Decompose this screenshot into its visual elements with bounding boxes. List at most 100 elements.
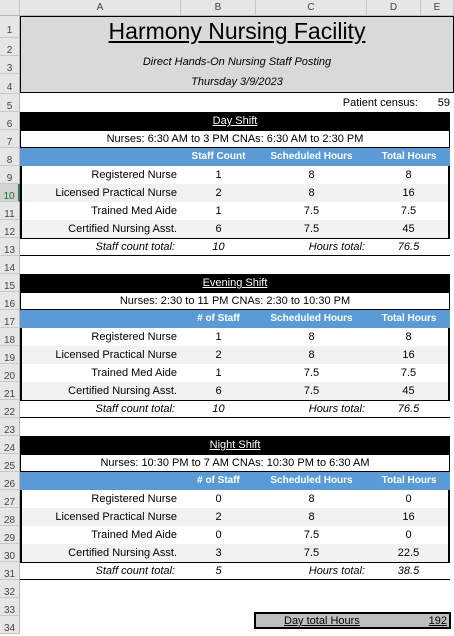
col-label-scheduled[interactable]: Scheduled Hours	[270, 313, 353, 324]
hours-total-label[interactable]: Hours total:	[308, 403, 365, 415]
row-header[interactable]: 30	[0, 544, 20, 562]
total-hours[interactable]: 16	[402, 511, 415, 523]
staff-count[interactable]: 1	[215, 331, 222, 343]
row-header[interactable]: 22	[0, 400, 20, 418]
row-header[interactable]: 34	[0, 616, 20, 634]
row-header[interactable]: 33	[0, 598, 20, 616]
posting-subtitle[interactable]: Direct Hands-On Nursing Staff Posting	[142, 56, 332, 68]
staff-total-value[interactable]: 10	[212, 403, 225, 415]
row-header[interactable]: 12	[0, 220, 20, 238]
scheduled-hours[interactable]: 7.5	[303, 205, 320, 217]
row-header[interactable]: 27	[0, 490, 20, 508]
staff-count[interactable]: 2	[215, 187, 222, 199]
staff-count[interactable]: 3	[215, 547, 222, 559]
row-header[interactable]: 6	[0, 112, 20, 130]
hours-total-value[interactable]: 76.5	[397, 241, 420, 253]
role-name[interactable]: Trained Med Aide	[91, 529, 177, 541]
shift-times[interactable]: Nurses: 2:30 to 11 PM CNAs: 2:30 to 10:3…	[20, 292, 450, 310]
staff-total-value[interactable]: 5	[215, 565, 222, 577]
row-header[interactable]: 26	[0, 472, 20, 490]
total-hours[interactable]: 22.5	[397, 547, 420, 559]
col-label-total[interactable]: Total Hours	[381, 475, 437, 486]
role-name[interactable]: Registered Nurse	[91, 331, 177, 343]
row-header[interactable]: 2	[0, 38, 20, 56]
row-header[interactable]: 8	[0, 148, 20, 166]
scheduled-hours[interactable]: 7.5	[303, 385, 320, 397]
column-header-b[interactable]: B	[181, 0, 256, 16]
staff-total-label[interactable]: Staff count total:	[95, 565, 176, 577]
role-name[interactable]: Licensed Practical Nurse	[55, 349, 177, 361]
hours-total-value[interactable]: 38.5	[397, 565, 420, 577]
staff-count[interactable]: 0	[215, 529, 222, 541]
row-header[interactable]: 5	[0, 94, 20, 112]
total-hours[interactable]: 16	[402, 187, 415, 199]
staff-count[interactable]: 6	[215, 385, 222, 397]
column-header-a[interactable]: A	[20, 0, 181, 16]
row-header[interactable]: 7	[0, 130, 20, 148]
shift-title[interactable]: Night Shift	[20, 436, 450, 454]
row-header[interactable]: 31	[0, 562, 20, 580]
role-name[interactable]: Registered Nurse	[91, 169, 177, 181]
role-name[interactable]: Trained Med Aide	[91, 367, 177, 379]
staff-total-label[interactable]: Staff count total:	[95, 241, 176, 253]
row-header[interactable]: 9	[0, 166, 20, 184]
row-header[interactable]: 3	[0, 56, 20, 74]
patient-census-label[interactable]: Patient census:	[342, 97, 418, 109]
scheduled-hours[interactable]: 7.5	[303, 223, 320, 235]
scheduled-hours[interactable]: 7.5	[303, 547, 320, 559]
total-hours[interactable]: 45	[402, 223, 415, 235]
staff-count[interactable]: 0	[215, 493, 222, 505]
col-label-staff[interactable]: Staff Count	[191, 151, 246, 162]
row-header[interactable]: 14	[0, 256, 20, 274]
col-label-scheduled[interactable]: Scheduled Hours	[270, 475, 353, 486]
staff-count[interactable]: 2	[215, 349, 222, 361]
row-header[interactable]: 18	[0, 328, 20, 346]
row-header[interactable]: 1	[0, 16, 20, 38]
row-header[interactable]: 19	[0, 346, 20, 364]
day-total-label[interactable]: Day total Hours	[284, 615, 360, 627]
scheduled-hours[interactable]: 8	[308, 511, 315, 523]
col-label-total[interactable]: Total Hours	[381, 313, 437, 324]
day-total-value[interactable]: 192	[428, 615, 447, 627]
scheduled-hours[interactable]: 8	[308, 187, 315, 199]
column-header-e[interactable]: E	[421, 0, 454, 16]
role-name[interactable]: Trained Med Aide	[91, 205, 177, 217]
role-name[interactable]: Registered Nurse	[91, 493, 177, 505]
posting-date[interactable]: Thursday 3/9/2023	[191, 76, 283, 88]
scheduled-hours[interactable]: 8	[308, 331, 315, 343]
total-hours[interactable]: 16	[402, 349, 415, 361]
role-name[interactable]: Licensed Practical Nurse	[55, 511, 177, 523]
staff-count[interactable]: 1	[215, 367, 222, 379]
row-header[interactable]: 15	[0, 274, 20, 292]
total-hours[interactable]: 8	[405, 169, 412, 181]
total-hours[interactable]: 7.5	[400, 205, 417, 217]
patient-census-value[interactable]: 59	[437, 97, 450, 109]
staff-count[interactable]: 2	[215, 511, 222, 523]
role-name[interactable]: Licensed Practical Nurse	[55, 187, 177, 199]
shift-times[interactable]: Nurses: 6:30 AM to 3 PM CNAs: 6:30 AM to…	[20, 130, 450, 148]
row-header[interactable]: 17	[0, 310, 20, 328]
row-header[interactable]: 28	[0, 508, 20, 526]
select-all-corner[interactable]	[0, 0, 20, 16]
scheduled-hours[interactable]: 7.5	[303, 529, 320, 541]
row-header[interactable]: 21	[0, 382, 20, 400]
staff-count[interactable]: 1	[215, 205, 222, 217]
row-header[interactable]: 24	[0, 436, 20, 454]
total-hours[interactable]: 8	[405, 331, 412, 343]
total-hours[interactable]: 0	[405, 493, 412, 505]
row-header[interactable]: 4	[0, 74, 20, 94]
hours-total-value[interactable]: 76.5	[397, 403, 420, 415]
scheduled-hours[interactable]: 8	[308, 169, 315, 181]
row-header[interactable]: 25	[0, 454, 20, 472]
col-label-scheduled[interactable]: Scheduled Hours	[270, 151, 353, 162]
total-hours[interactable]: 0	[405, 529, 412, 541]
hours-total-label[interactable]: Hours total:	[308, 241, 365, 253]
row-header[interactable]: 32	[0, 580, 20, 598]
row-header[interactable]: 13	[0, 238, 20, 256]
row-header[interactable]: 16	[0, 292, 20, 310]
staff-total-label[interactable]: Staff count total:	[95, 403, 176, 415]
role-name[interactable]: Certified Nursing Asst.	[68, 223, 177, 235]
role-name[interactable]: Certified Nursing Asst.	[68, 547, 177, 559]
role-name[interactable]: Certified Nursing Asst.	[68, 385, 177, 397]
col-label-staff[interactable]: # of Staff	[197, 475, 240, 486]
